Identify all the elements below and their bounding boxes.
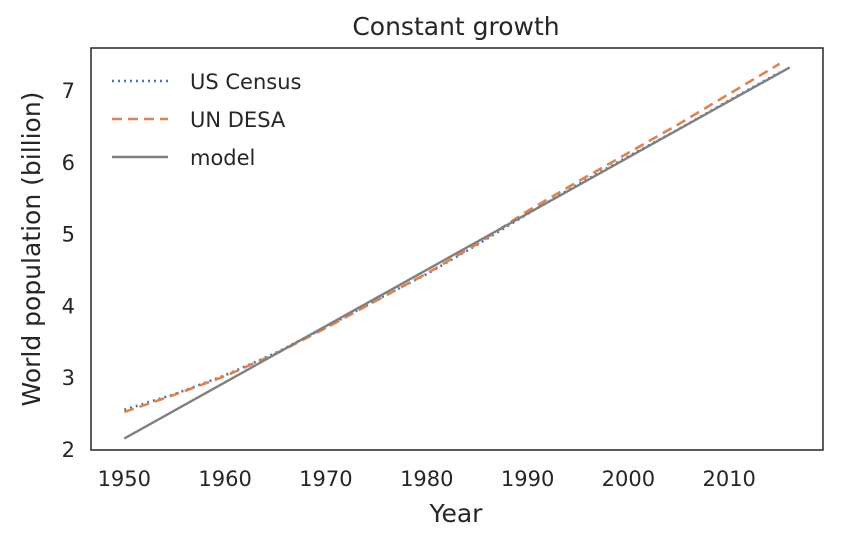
x-tick-label: 1970 — [299, 467, 352, 491]
x-tick-label: 2000 — [602, 467, 655, 491]
x-tick-label: 1960 — [198, 467, 251, 491]
series-lines — [123, 62, 791, 440]
y-tick-labels: 2 3 4 5 6 7 — [62, 79, 75, 462]
x-tick-label: 1980 — [400, 467, 453, 491]
legend-label: model — [190, 146, 255, 170]
legend-label: US Census — [190, 70, 301, 94]
x-axis-label: Year — [429, 499, 484, 528]
y-tick-label: 4 — [62, 294, 75, 318]
x-tick-label: 1990 — [501, 467, 554, 491]
legend-label: UN DESA — [190, 108, 286, 132]
x-tick-label: 2010 — [702, 467, 755, 491]
y-tick-label: 6 — [62, 151, 75, 175]
series-line-un-desa — [123, 62, 781, 414]
y-tick-label: 3 — [62, 366, 75, 390]
y-axis-label: World population (billion) — [17, 92, 46, 407]
x-tick-labels: 1950 1960 1970 1980 1990 2000 2010 — [98, 467, 756, 491]
x-tick-label: 1950 — [98, 467, 151, 491]
legend: US Census UN DESA model — [112, 70, 301, 170]
chart-title: Constant growth — [352, 12, 559, 41]
plot-frame — [90, 47, 824, 451]
series-line-model — [123, 66, 791, 440]
y-tick-label: 2 — [62, 438, 75, 462]
y-tick-label: 7 — [62, 79, 75, 103]
y-tick-label: 5 — [62, 223, 75, 247]
